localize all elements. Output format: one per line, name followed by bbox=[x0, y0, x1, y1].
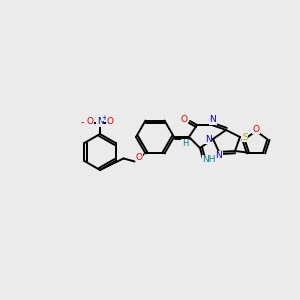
Text: O: O bbox=[106, 118, 113, 127]
Text: O: O bbox=[253, 125, 260, 134]
Text: S: S bbox=[242, 133, 248, 142]
Text: -: - bbox=[80, 117, 84, 127]
Text: O: O bbox=[181, 116, 188, 124]
Text: O: O bbox=[136, 153, 143, 162]
Text: N: N bbox=[210, 116, 216, 124]
Text: O: O bbox=[86, 118, 94, 127]
Text: NH: NH bbox=[202, 155, 216, 164]
Text: N: N bbox=[216, 152, 222, 160]
Text: N: N bbox=[97, 118, 104, 127]
Text: H: H bbox=[182, 140, 188, 148]
Text: N: N bbox=[205, 134, 212, 143]
Text: +: + bbox=[101, 115, 107, 121]
